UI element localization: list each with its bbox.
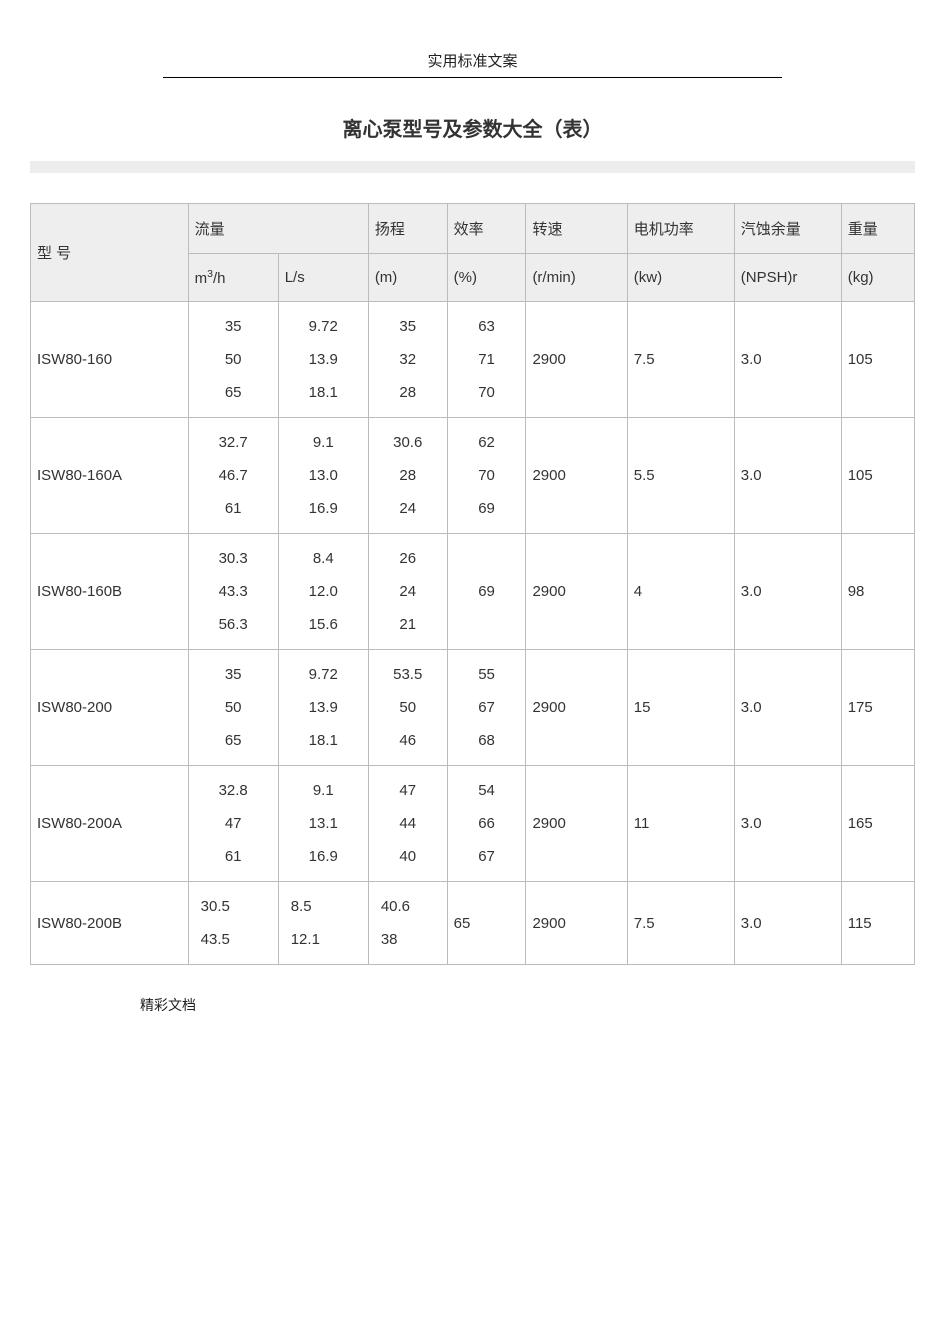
col-flow-m3h: m3/h	[188, 254, 278, 302]
cell-power: 4	[627, 534, 734, 650]
cell-head: 262421	[368, 534, 447, 650]
col-power: 电机功率	[627, 204, 734, 254]
cell-power: 15	[627, 650, 734, 766]
table-row: ISW80-160A32.746.7619.113.016.930.628246…	[31, 418, 915, 534]
cell-eff: 546667	[447, 766, 526, 882]
cell-flow-ls: 8.512.1	[278, 882, 368, 965]
col-eff: 效率	[447, 204, 526, 254]
cell-model: ISW80-200	[31, 650, 189, 766]
cell-head: 353228	[368, 302, 447, 418]
col-power-unit: (kw)	[627, 254, 734, 302]
cell-flow-m3h: 32.84761	[188, 766, 278, 882]
cell-weight: 115	[841, 882, 914, 965]
table-header: 型 号 流量 扬程 效率 转速 电机功率 汽蚀余量 重量 m3/h L/s (m…	[31, 204, 915, 302]
cell-weight: 175	[841, 650, 914, 766]
col-model: 型 号	[31, 204, 189, 302]
cell-eff: 69	[447, 534, 526, 650]
col-weight: 重量	[841, 204, 914, 254]
cell-rpm: 2900	[526, 650, 627, 766]
page-header-text: 实用标准文案	[163, 50, 783, 78]
cell-npsh: 3.0	[734, 882, 841, 965]
table-row: ISW80-200A32.847619.113.116.947444054666…	[31, 766, 915, 882]
table-row: ISW80-200B30.543.58.512.140.6386529007.5…	[31, 882, 915, 965]
table-row: ISW80-2003550659.7213.918.153.5504655676…	[31, 650, 915, 766]
cell-rpm: 2900	[526, 766, 627, 882]
table-row: ISW80-1603550659.7213.918.13532286371702…	[31, 302, 915, 418]
table-row: ISW80-160B30.343.356.38.412.015.6262421 …	[31, 534, 915, 650]
cell-npsh: 3.0	[734, 534, 841, 650]
cell-weight: 165	[841, 766, 914, 882]
cell-weight: 105	[841, 302, 914, 418]
cell-head: 40.638	[368, 882, 447, 965]
col-flow: 流量	[188, 204, 368, 254]
cell-power: 5.5	[627, 418, 734, 534]
col-weight-unit: (kg)	[841, 254, 914, 302]
cell-model: ISW80-160B	[31, 534, 189, 650]
cell-rpm: 2900	[526, 882, 627, 965]
cell-model: ISW80-160A	[31, 418, 189, 534]
page-footer-text: 精彩文档	[30, 965, 915, 1015]
col-head-unit: (m)	[368, 254, 447, 302]
cell-flow-ls: 9.113.116.9	[278, 766, 368, 882]
cell-eff: 627069	[447, 418, 526, 534]
cell-eff: 556768	[447, 650, 526, 766]
cell-npsh: 3.0	[734, 766, 841, 882]
cell-npsh: 3.0	[734, 302, 841, 418]
cell-flow-m3h: 30.543.5	[188, 882, 278, 965]
title-banner: 离心泵型号及参数大全（表）	[30, 113, 915, 173]
cell-head: 30.62824	[368, 418, 447, 534]
col-head: 扬程	[368, 204, 447, 254]
cell-flow-m3h: 355065	[188, 302, 278, 418]
cell-flow-ls: 8.412.015.6	[278, 534, 368, 650]
cell-flow-ls: 9.7213.918.1	[278, 302, 368, 418]
cell-model: ISW80-200A	[31, 766, 189, 882]
cell-eff: 65	[447, 882, 526, 965]
cell-model: ISW80-200B	[31, 882, 189, 965]
col-rpm: 转速	[526, 204, 627, 254]
cell-head: 53.55046	[368, 650, 447, 766]
cell-eff: 637170	[447, 302, 526, 418]
cell-power: 11	[627, 766, 734, 882]
page-title: 离心泵型号及参数大全（表）	[283, 113, 663, 154]
cell-flow-m3h: 32.746.761	[188, 418, 278, 534]
cell-power: 7.5	[627, 882, 734, 965]
cell-model: ISW80-160	[31, 302, 189, 418]
cell-flow-m3h: 30.343.356.3	[188, 534, 278, 650]
cell-rpm: 2900	[526, 418, 627, 534]
cell-flow-ls: 9.7213.918.1	[278, 650, 368, 766]
document-page: 实用标准文案 离心泵型号及参数大全（表） 型 号 流量 扬程 效率 转速 电机功…	[0, 0, 945, 1035]
cell-flow-m3h: 355065	[188, 650, 278, 766]
cell-rpm: 2900	[526, 534, 627, 650]
cell-rpm: 2900	[526, 302, 627, 418]
cell-npsh: 3.0	[734, 650, 841, 766]
col-npsh: 汽蚀余量	[734, 204, 841, 254]
cell-weight: 98	[841, 534, 914, 650]
col-npsh-unit: (NPSH)r	[734, 254, 841, 302]
cell-weight: 105	[841, 418, 914, 534]
col-rpm-unit: (r/min)	[526, 254, 627, 302]
cell-npsh: 3.0	[734, 418, 841, 534]
pump-spec-table: 型 号 流量 扬程 效率 转速 电机功率 汽蚀余量 重量 m3/h L/s (m…	[30, 203, 915, 965]
cell-power: 7.5	[627, 302, 734, 418]
table-body: ISW80-1603550659.7213.918.13532286371702…	[31, 302, 915, 965]
cell-head: 474440	[368, 766, 447, 882]
cell-flow-ls: 9.113.016.9	[278, 418, 368, 534]
col-eff-unit: (%)	[447, 254, 526, 302]
col-flow-ls: L/s	[278, 254, 368, 302]
